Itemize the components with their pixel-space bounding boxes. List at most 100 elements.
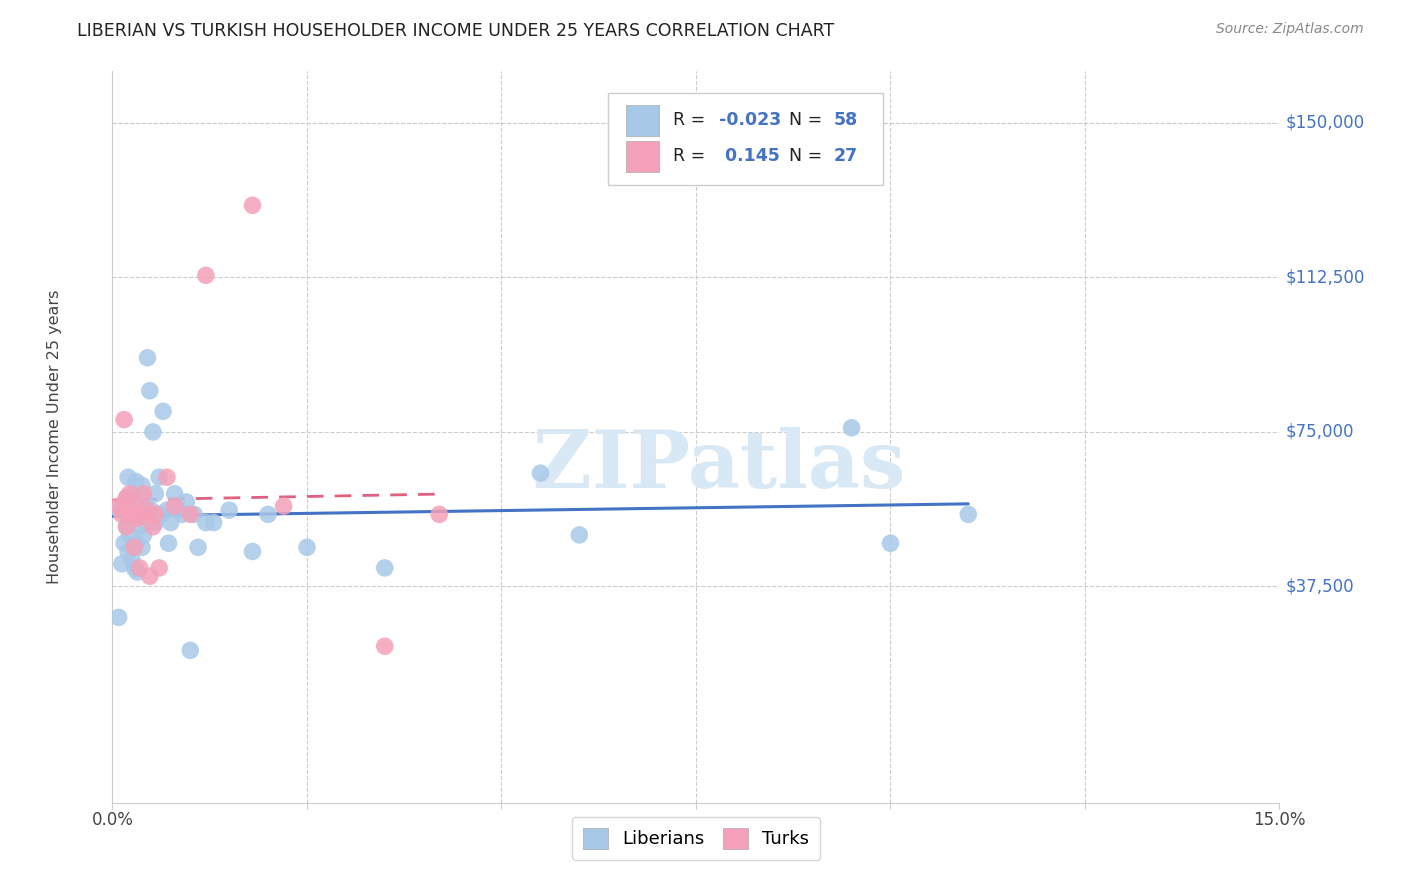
Point [957,508,980,522]
Point [112,536,135,550]
Legend: Liberians, Turks: Liberians, Turks [572,817,820,860]
Point [163,499,186,513]
Text: Householder Income Under 25 years: Householder Income Under 25 years [46,290,62,584]
Point [122,561,145,575]
Point [131,478,153,492]
Point [242,198,264,212]
Point [152,404,174,418]
Point [179,643,201,657]
Point [841,421,863,435]
Point [111,557,134,571]
Point [427,508,450,522]
Text: N =: N = [778,147,827,165]
Point [125,475,148,489]
FancyBboxPatch shape [609,94,883,185]
Text: $75,000: $75,000 [1285,423,1354,441]
Point [117,544,139,558]
Text: LIBERIAN VS TURKISH HOUSEHOLDER INCOME UNDER 25 YEARS CORRELATION CHART: LIBERIAN VS TURKISH HOUSEHOLDER INCOME U… [77,22,835,40]
Point [139,569,162,583]
Text: R =: R = [672,147,710,165]
Point [121,552,143,566]
Point [122,508,145,522]
Point [218,503,240,517]
Point [111,508,134,522]
Text: 0.145: 0.145 [720,147,780,165]
Point [141,503,163,517]
Point [122,541,145,555]
Point [143,516,166,530]
Point [143,487,166,501]
Text: -0.023: -0.023 [720,112,782,129]
Point [156,470,179,484]
Point [131,541,153,555]
Text: $37,500: $37,500 [1285,577,1354,596]
Point [121,508,143,522]
Point [136,503,159,517]
Point [122,487,145,501]
Point [128,561,150,575]
Text: $112,500: $112,500 [1285,268,1365,286]
Point [187,541,209,555]
Point [127,508,149,522]
Point [142,519,165,533]
FancyBboxPatch shape [626,141,658,171]
Text: $150,000: $150,000 [1285,114,1364,132]
Point [143,508,166,522]
Point [172,508,194,522]
Point [148,470,170,484]
Point [295,541,318,555]
Point [115,491,138,505]
Point [107,610,129,624]
Point [118,495,141,509]
Point [128,519,150,533]
Point [128,499,150,513]
Point [115,491,138,505]
Point [194,516,217,530]
Text: N =: N = [778,112,827,129]
Point [374,561,396,575]
Point [148,561,170,575]
Point [194,268,217,283]
Point [139,384,162,398]
Point [156,503,179,517]
Point [121,508,143,522]
Point [110,503,132,517]
Text: 58: 58 [834,112,858,129]
Point [118,528,141,542]
Point [125,536,148,550]
Point [136,351,159,365]
Point [112,412,135,426]
Point [257,508,280,522]
Text: 15.0%: 15.0% [1253,811,1306,829]
Point [115,519,138,533]
Point [132,487,155,501]
FancyBboxPatch shape [626,105,658,136]
Point [879,536,901,550]
Point [132,528,155,542]
Point [157,536,180,550]
Text: Source: ZipAtlas.com: Source: ZipAtlas.com [1216,22,1364,37]
Point [118,487,141,501]
Text: R =: R = [672,112,710,129]
Point [163,487,186,501]
Point [115,519,138,533]
Point [127,565,149,579]
Point [125,499,148,513]
Point [179,508,201,522]
Point [183,508,205,522]
Point [142,425,165,439]
Point [127,511,149,525]
Text: 27: 27 [834,147,858,165]
Point [242,544,264,558]
Point [117,470,139,484]
Point [202,516,225,530]
Point [107,499,129,513]
Point [176,495,198,509]
Point [160,516,183,530]
Point [117,503,139,517]
Point [149,508,172,522]
Point [568,528,591,542]
Text: 0.0%: 0.0% [91,811,134,829]
Text: ZIPatlas: ZIPatlas [533,427,905,506]
Point [134,495,156,509]
